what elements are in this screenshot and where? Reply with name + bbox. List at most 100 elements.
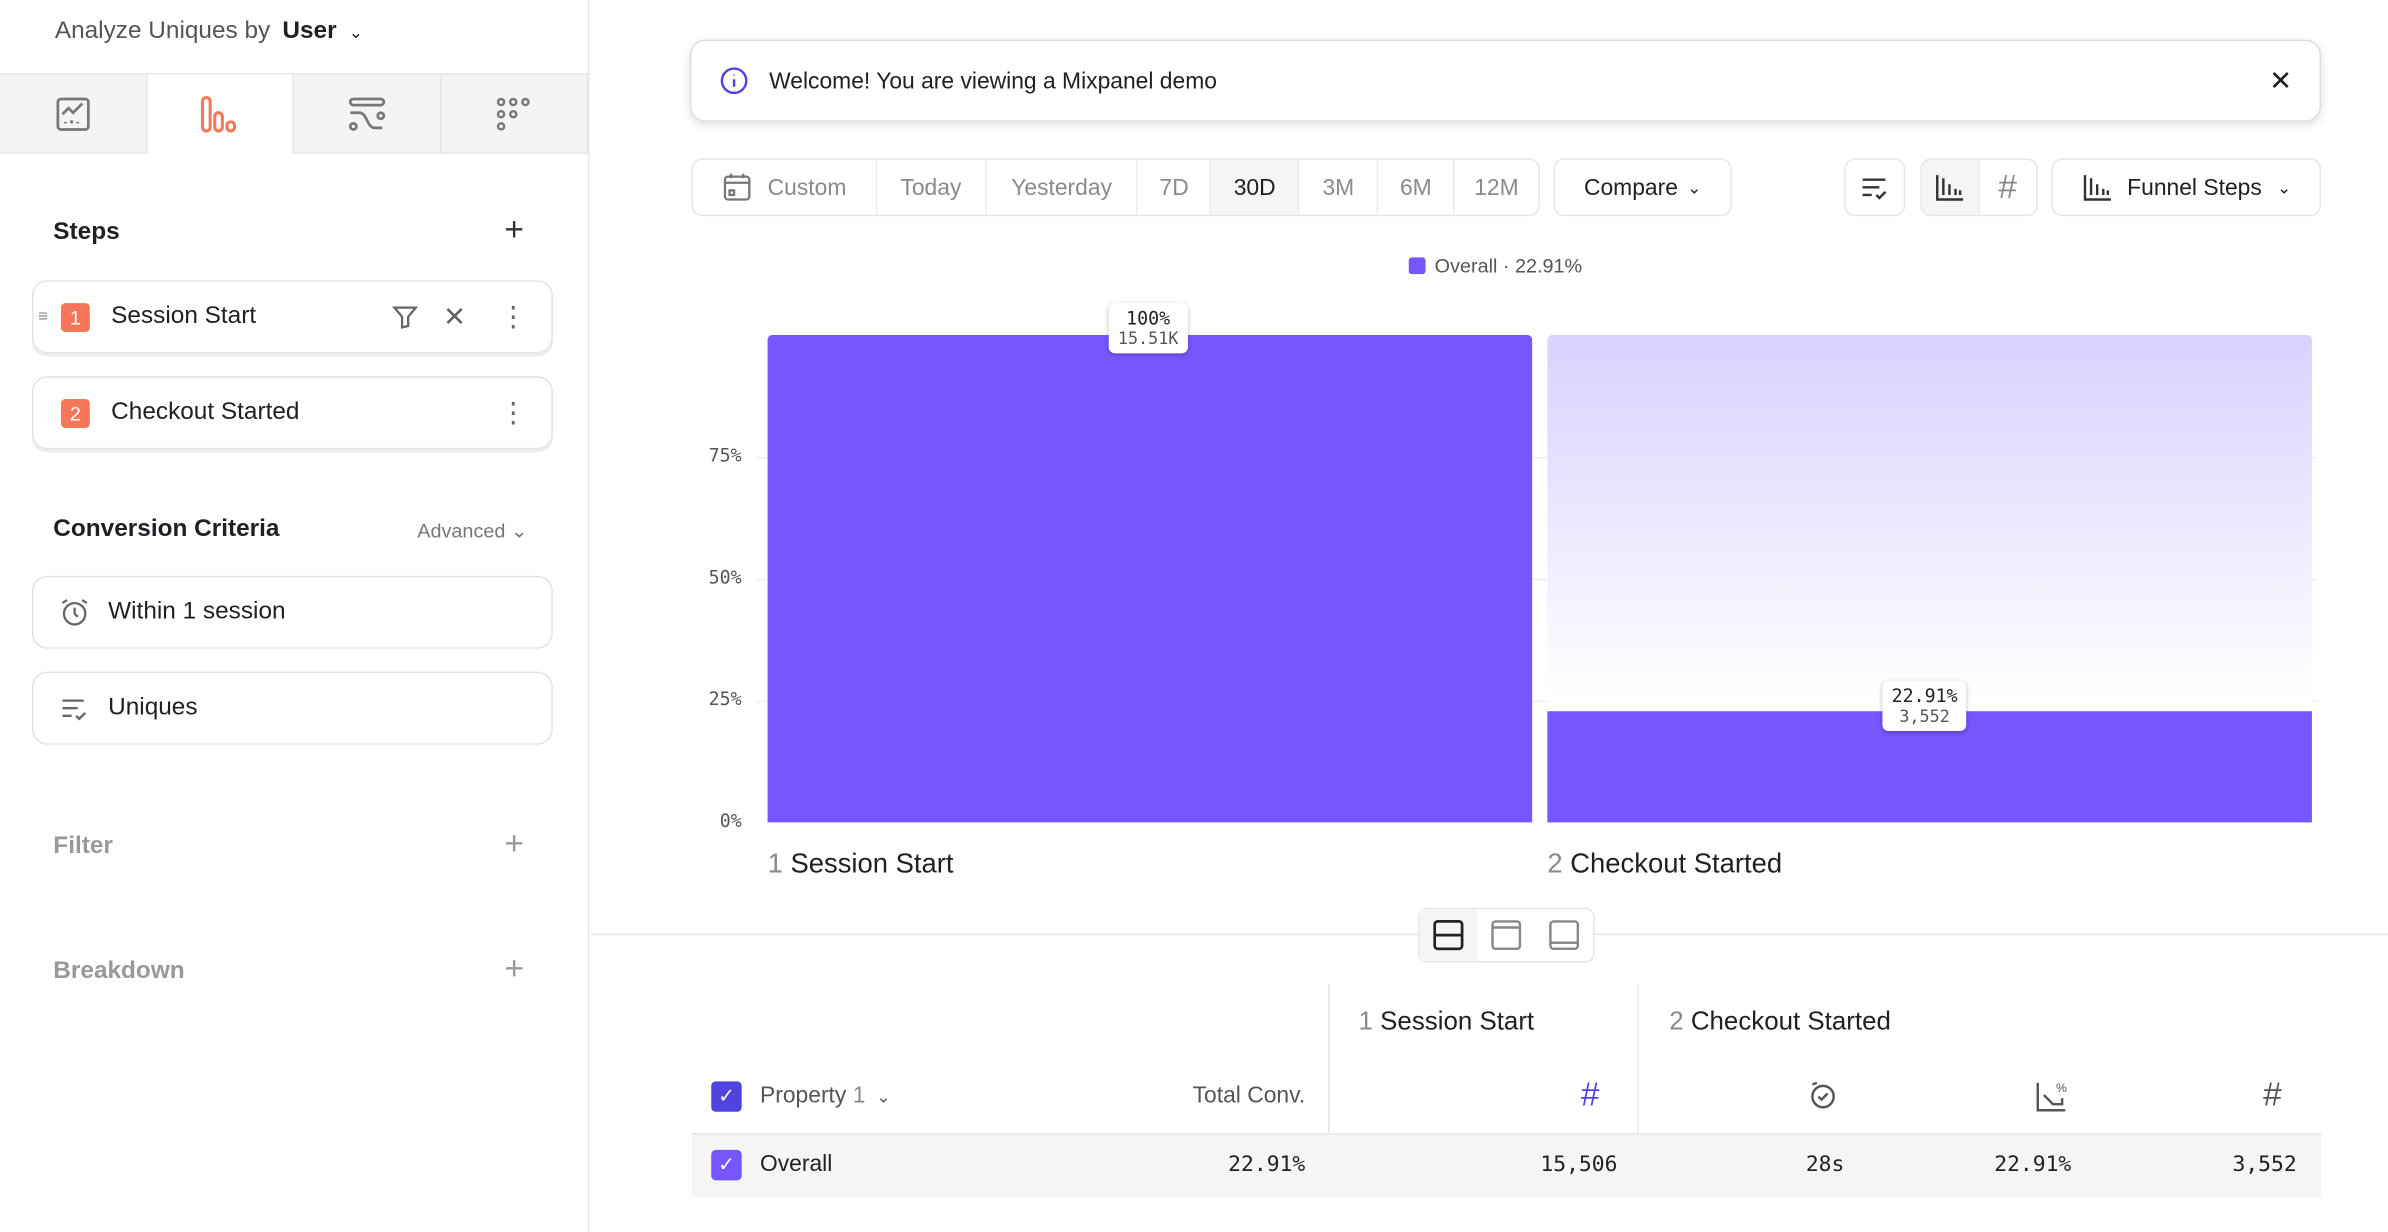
criteria-label: Within 1 session (108, 598, 286, 625)
add-breakdown-button[interactable]: + (504, 948, 524, 987)
select-all-checkbox[interactable]: ✓ (711, 1081, 742, 1112)
date-range-3m[interactable]: 3M (1300, 159, 1379, 215)
bar-count: 3,552 (1899, 706, 1950, 727)
bar-count: 15.51K (1117, 328, 1179, 349)
step-card[interactable]: 2 Checkout Started ⋮ (31, 376, 553, 450)
property-dropdown[interactable]: Property 1 ⌄ (760, 1083, 890, 1109)
chart-only-layout-button[interactable] (1477, 909, 1535, 961)
date-range-today[interactable]: Today (877, 159, 987, 215)
step-card[interactable]: ≡ 1 Session Start ✕ ⋮ (31, 280, 553, 354)
date-range-12m[interactable]: 12M (1474, 174, 1519, 201)
date-range-30d[interactable]: 30D (1211, 159, 1300, 215)
step-number-badge: 1 (60, 302, 90, 332)
hash-icon[interactable]: # (2263, 1075, 2282, 1114)
filter-icon[interactable] (391, 303, 419, 330)
step-number-badge: 2 (60, 398, 90, 428)
date-range-yesterday[interactable]: Yesterday (986, 159, 1139, 215)
more-options-icon[interactable]: ⋮ (499, 300, 527, 332)
tab-flows[interactable] (294, 74, 441, 153)
conversion-criteria-title: Conversion Criteria (53, 516, 280, 543)
criteria-counting[interactable]: Uniques (31, 671, 553, 745)
tab-funnels[interactable] (146, 74, 294, 154)
column-divider (1328, 983, 1330, 1198)
y-tick-label: 75% (708, 444, 742, 467)
bar[interactable] (767, 335, 1533, 823)
funnels-icon (201, 95, 237, 133)
criteria-window[interactable]: Within 1 session (31, 575, 553, 649)
time-to-convert-icon[interactable] (1808, 1080, 1838, 1110)
step-header: Checkout Started (1690, 1006, 1891, 1036)
step-number: 2 (1669, 1006, 1684, 1036)
chevron-down-icon: ⌄ (2277, 178, 2292, 198)
property-label: Property (759, 1082, 847, 1109)
compare-label: Compare (1583, 174, 1678, 201)
banner-text: Welcome! You are viewing a Mixpanel demo (769, 67, 1217, 94)
advanced-dropdown[interactable]: Advanced ⌄ (417, 519, 527, 543)
chevron-down-icon: ⌄ (1687, 178, 1702, 198)
calendar-icon (723, 173, 751, 201)
chevron-down-icon: ⌄ (871, 1088, 891, 1108)
analyze-uniques-selector[interactable]: Analyze Uniques by User ⌄ (55, 18, 363, 45)
step-name: Session Start (111, 303, 257, 329)
layout-toggle (1417, 907, 1595, 963)
close-icon[interactable]: ✕ (2269, 64, 2293, 96)
column-divider (1637, 983, 1639, 1198)
funnel-view-dropdown[interactable]: Funnel Steps ⌄ (2051, 158, 2322, 217)
step2-count-cell: 3,552 (2232, 1152, 2297, 1178)
analyze-label: Analyze Uniques by (54, 18, 271, 45)
remove-step-icon[interactable]: ✕ (443, 300, 467, 332)
y-tick-label: 50% (708, 566, 742, 588)
sidebar: Analyze Uniques by User ⌄ Steps + ≡ 1 Se… (0, 0, 590, 1232)
chevron-down-icon: ⌄ (510, 519, 528, 543)
row-checkbox[interactable]: ✓ (711, 1149, 742, 1181)
insights-icon (56, 96, 90, 131)
tab-insights[interactable] (0, 74, 147, 153)
hash-icon[interactable]: # (1580, 1075, 1600, 1114)
table-view-icon (1549, 920, 1580, 951)
x-category-label: 2 Checkout Started (1547, 848, 1782, 880)
date-range-selector: Custom Today Yesterday 7D 30D 3M 6M 12M (691, 158, 1540, 217)
gridline (756, 578, 2319, 581)
bar-chart-view-button[interactable] (1922, 159, 1980, 215)
add-filter-button[interactable]: + (504, 823, 524, 863)
total-conv-cell: 22.91% (1228, 1152, 1306, 1178)
hash-icon: # (1998, 167, 2018, 206)
more-options-icon[interactable]: ⋮ (499, 396, 527, 428)
conversion-rate-icon[interactable]: % (2035, 1080, 2069, 1114)
split-layout-button[interactable] (1419, 909, 1478, 962)
date-range-custom[interactable]: Custom (693, 159, 877, 215)
analyze-value: User (282, 18, 337, 45)
steps-title: Steps (53, 219, 120, 246)
step-header: Session Start (1380, 1006, 1535, 1036)
date-range-6m[interactable]: 6M (1379, 159, 1455, 215)
drag-handle-icon[interactable]: ≡ (38, 307, 48, 326)
gridline (756, 700, 2319, 703)
chart-legend[interactable]: Overall · 22.91% (1408, 254, 1582, 277)
funnel-view-label: Funnel Steps (2127, 174, 2262, 201)
sort-button[interactable] (1844, 158, 1906, 217)
filter-title: Filter (53, 833, 113, 859)
add-step-button[interactable]: + (504, 210, 524, 249)
bar-value-label: 100% 15.51K (1108, 303, 1188, 354)
welcome-banner: Welcome! You are viewing a Mixpanel demo… (689, 39, 2322, 122)
y-tick-label: 0% (719, 810, 742, 832)
gridline (756, 456, 2319, 459)
total-conv-header[interactable]: Total Conv. (1192, 1082, 1306, 1109)
counting-icon (62, 699, 87, 721)
chart-type-toggle: # (1920, 158, 2038, 217)
chart-view-icon (1491, 920, 1522, 951)
retention-icon (497, 97, 531, 130)
compare-button[interactable]: Compare ⌄ (1553, 158, 1732, 217)
tab-retention[interactable] (441, 74, 588, 153)
time-to-convert-cell: 28s (1805, 1152, 1845, 1178)
property-count: 1 (852, 1082, 866, 1109)
bar-chart-icon (1936, 175, 1964, 201)
step-name: Session Start (790, 848, 954, 879)
range-label: Custom (767, 174, 847, 201)
metric-view-button[interactable]: # (1979, 160, 2036, 215)
bar-percent: 100% (1126, 307, 1171, 329)
date-range-7d[interactable]: 7D (1138, 159, 1212, 215)
table-only-layout-button[interactable] (1535, 909, 1593, 961)
advanced-label: Advanced (417, 519, 506, 543)
chevron-down-icon: ⌄ (348, 24, 363, 43)
